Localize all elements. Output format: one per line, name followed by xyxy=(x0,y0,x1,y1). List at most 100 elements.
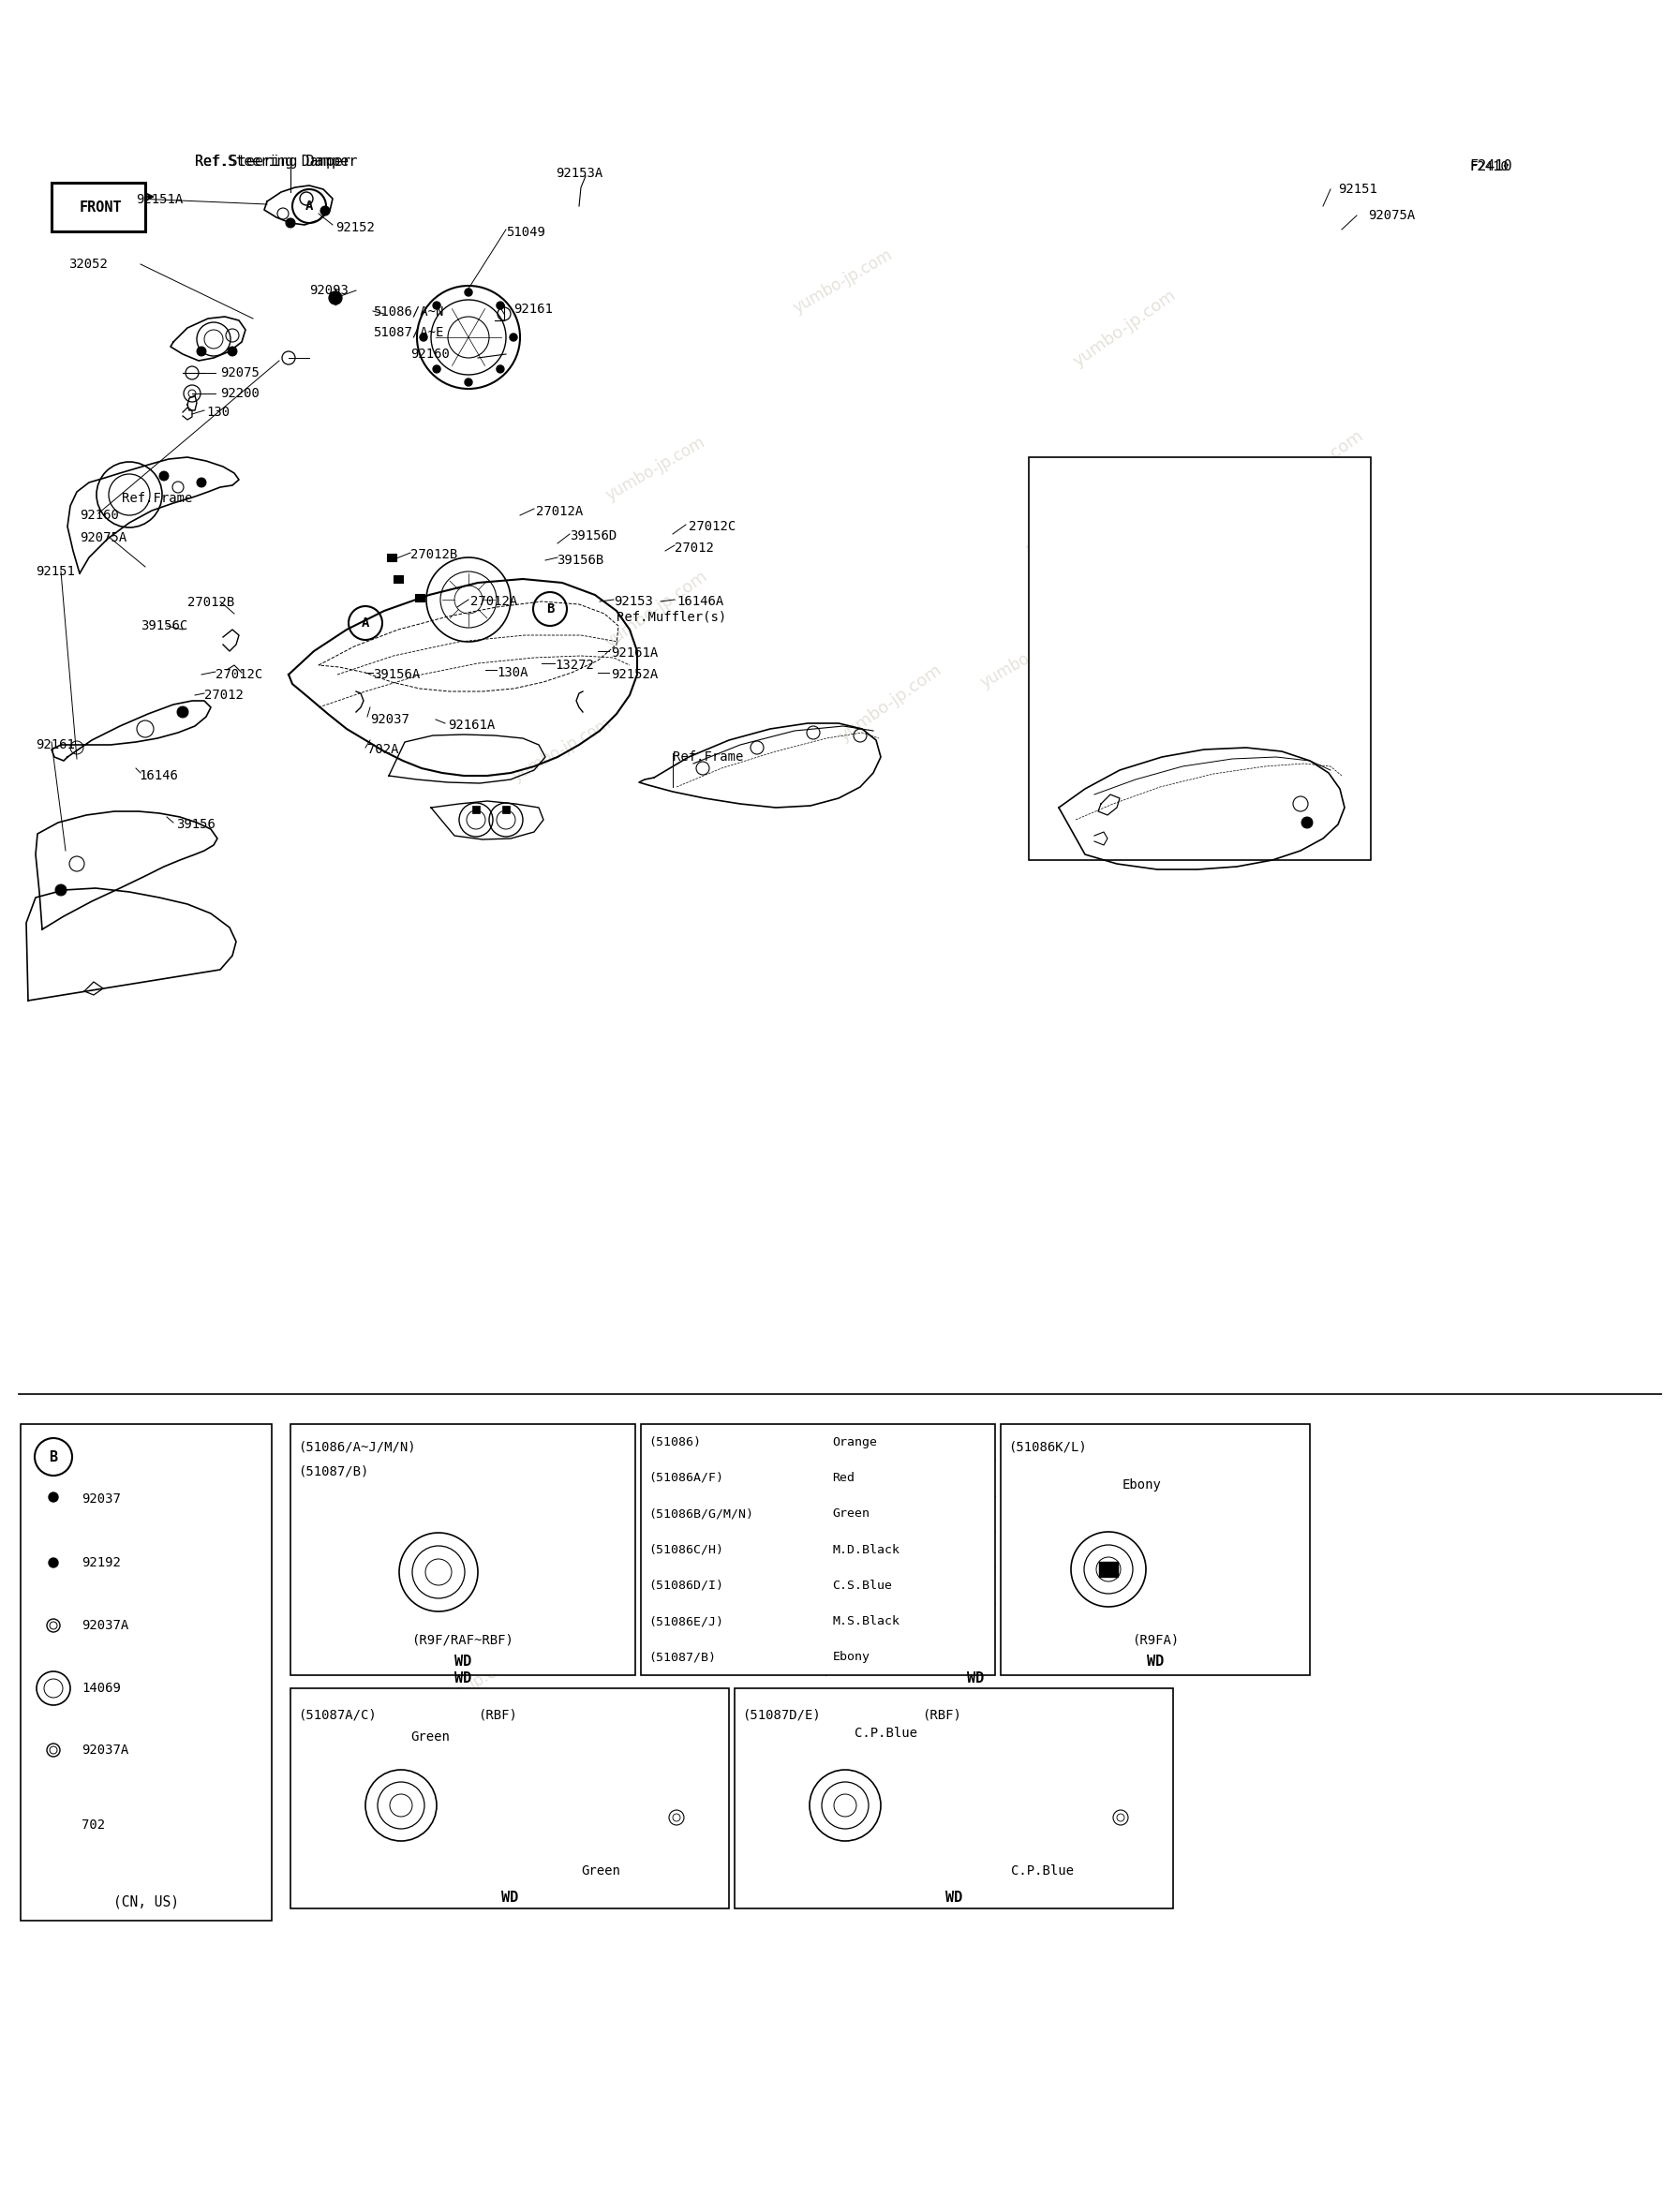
Circle shape xyxy=(49,1492,59,1503)
Text: 51087/A~E: 51087/A~E xyxy=(373,325,444,338)
Text: B: B xyxy=(546,602,554,615)
Text: 92037A: 92037A xyxy=(82,1619,129,1632)
Text: yumbo-jp.com: yumbo-jp.com xyxy=(603,433,709,503)
Text: 27012A: 27012A xyxy=(470,595,517,609)
Text: Ref.Muffler(s): Ref.Muffler(s) xyxy=(617,611,726,624)
Text: Green: Green xyxy=(581,1865,620,1878)
Text: (51086C/H): (51086C/H) xyxy=(648,1544,724,1555)
Text: (51086E/J): (51086E/J) xyxy=(648,1615,724,1628)
Circle shape xyxy=(465,288,472,297)
Text: yumbo-jp.com: yumbo-jp.com xyxy=(978,620,1084,692)
Text: (51086D/I): (51086D/I) xyxy=(648,1580,724,1591)
Text: yumbo-jp.com: yumbo-jp.com xyxy=(417,1652,521,1722)
Text: 14069: 14069 xyxy=(82,1681,121,1694)
Text: yumbo-jp.com: yumbo-jp.com xyxy=(1023,475,1132,558)
Text: 39156: 39156 xyxy=(176,817,215,830)
Circle shape xyxy=(321,207,329,215)
Text: (51086B/G/M/N): (51086B/G/M/N) xyxy=(648,1507,753,1520)
Text: Ref.Frame: Ref.Frame xyxy=(672,751,743,765)
Circle shape xyxy=(286,218,296,228)
Bar xyxy=(1099,1562,1117,1577)
Text: 92192: 92192 xyxy=(82,1555,121,1569)
Text: C.S.Blue: C.S.Blue xyxy=(833,1580,892,1591)
Text: WD: WD xyxy=(454,1672,472,1685)
Text: (51087/B): (51087/B) xyxy=(297,1465,368,1476)
Text: 702A: 702A xyxy=(368,743,398,756)
Text: WD: WD xyxy=(1147,1654,1164,1668)
Text: Ref.Steering Damper: Ref.Steering Damper xyxy=(195,154,351,169)
Text: yumbo-jp.com: yumbo-jp.com xyxy=(1260,527,1364,598)
Text: 27012B: 27012B xyxy=(188,595,235,609)
Text: 51086/A~N: 51086/A~N xyxy=(373,305,444,319)
Text: 92037: 92037 xyxy=(370,714,410,725)
Text: 16146A: 16146A xyxy=(677,595,724,609)
Text: 27012: 27012 xyxy=(205,688,244,701)
Text: 92093: 92093 xyxy=(309,283,348,297)
Text: Green: Green xyxy=(833,1507,870,1520)
Text: 39156D: 39156D xyxy=(570,529,617,543)
Circle shape xyxy=(160,470,168,481)
Text: (51087A/C): (51087A/C) xyxy=(297,1707,376,1720)
Circle shape xyxy=(465,378,472,387)
Text: Ref.Frame: Ref.Frame xyxy=(123,492,193,505)
Text: F2410: F2410 xyxy=(1470,160,1509,174)
Text: 27012B: 27012B xyxy=(410,547,457,560)
Text: 92161: 92161 xyxy=(35,738,76,751)
Bar xyxy=(291,1687,729,1909)
Text: (CN, US): (CN, US) xyxy=(113,1894,180,1909)
Text: Ebony: Ebony xyxy=(833,1652,870,1663)
Text: (RBF): (RBF) xyxy=(922,1707,961,1720)
Text: (51087D/E): (51087D/E) xyxy=(743,1707,820,1720)
Bar xyxy=(415,593,425,602)
Circle shape xyxy=(176,707,188,718)
Text: yumbo-jp.com: yumbo-jp.com xyxy=(835,661,944,745)
Text: FRONT: FRONT xyxy=(79,200,121,213)
Text: F2410: F2410 xyxy=(1470,160,1512,174)
Text: 27012: 27012 xyxy=(675,540,714,554)
Text: yumbo-jp.com: yumbo-jp.com xyxy=(978,1744,1084,1815)
Text: (51086A/F): (51086A/F) xyxy=(648,1472,724,1483)
Text: 92075A: 92075A xyxy=(79,532,126,545)
Text: M.D.Black: M.D.Black xyxy=(833,1544,900,1555)
Text: (51086): (51086) xyxy=(648,1437,701,1448)
Circle shape xyxy=(197,477,207,488)
Text: C.P.Blue: C.P.Blue xyxy=(855,1727,917,1740)
Text: (RBF): (RBF) xyxy=(477,1707,517,1720)
Text: A: A xyxy=(361,617,370,631)
Text: (51086/A~J/M/N): (51086/A~J/M/N) xyxy=(297,1441,415,1454)
Text: 92151: 92151 xyxy=(35,565,76,578)
Text: yumbo-jp.com: yumbo-jp.com xyxy=(509,714,615,784)
Text: 92200: 92200 xyxy=(220,387,259,400)
Text: WD: WD xyxy=(946,1889,963,1905)
Bar xyxy=(386,554,396,560)
Text: (R9F/RAF~RBF): (R9F/RAF~RBF) xyxy=(412,1632,514,1646)
Text: WD: WD xyxy=(454,1654,472,1668)
Text: 92161A: 92161A xyxy=(612,646,659,659)
Text: WD: WD xyxy=(968,1672,984,1685)
Text: 27012A: 27012A xyxy=(536,505,583,518)
Circle shape xyxy=(509,334,517,341)
Text: C.P.Blue: C.P.Blue xyxy=(1011,1865,1074,1878)
Circle shape xyxy=(497,301,504,310)
Text: Ebony: Ebony xyxy=(1122,1479,1163,1492)
Text: 27012C: 27012C xyxy=(689,521,736,534)
Text: 39156C: 39156C xyxy=(141,620,188,633)
Text: 92075: 92075 xyxy=(220,367,259,380)
Bar xyxy=(1001,1424,1310,1674)
Text: M.S.Black: M.S.Black xyxy=(833,1615,900,1628)
Text: 130: 130 xyxy=(207,406,230,420)
Text: 92161A: 92161A xyxy=(449,718,496,732)
Bar xyxy=(734,1687,1173,1909)
Text: yumbo-jp.com: yumbo-jp.com xyxy=(791,246,895,316)
Text: 92153A: 92153A xyxy=(556,167,603,180)
Circle shape xyxy=(420,334,427,341)
Text: 16146: 16146 xyxy=(139,769,178,782)
Bar xyxy=(502,806,509,813)
Text: 27012C: 27012C xyxy=(215,668,262,681)
Text: A: A xyxy=(306,200,312,213)
Circle shape xyxy=(433,301,440,310)
Text: yumbo-jp.com: yumbo-jp.com xyxy=(1070,286,1179,369)
Text: 39156A: 39156A xyxy=(373,668,420,681)
Bar xyxy=(640,1424,995,1674)
Text: (51087/B): (51087/B) xyxy=(648,1652,716,1663)
